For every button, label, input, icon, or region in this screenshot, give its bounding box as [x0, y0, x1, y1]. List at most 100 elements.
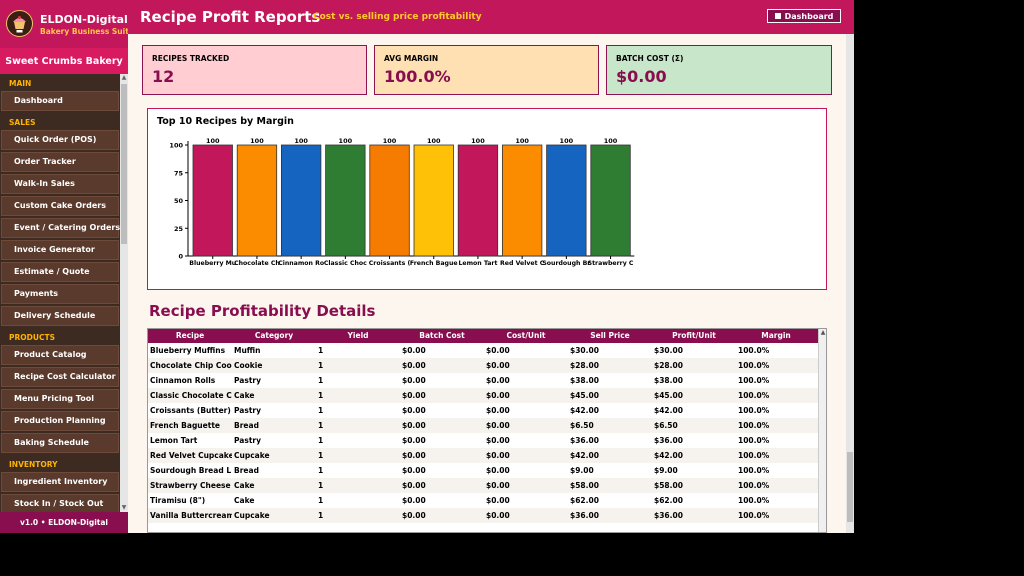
table-row[interactable]: Classic Chocolate C Cake 1 $0.00 $0.00 $45.00… [148, 388, 818, 403]
column-header[interactable]: Batch Cost [419, 331, 465, 340]
stat-card-recipes: RECIPES TRACKED 12 [142, 45, 367, 95]
table-cell: $0.00 [402, 376, 426, 385]
table-cell: $28.00 [654, 361, 683, 370]
column-header[interactable]: Sell Price [590, 331, 630, 340]
data-label: 100 [515, 137, 529, 145]
table-cell: $0.00 [486, 406, 510, 415]
y-tick-label: 25 [174, 225, 184, 233]
table-cell: $6.50 [654, 421, 678, 430]
table-row[interactable]: French Baguette Bread 1 $0.00 $0.00 $6.50 $6.5… [148, 418, 818, 433]
table-cell: $58.00 [654, 481, 683, 490]
table-cell: $45.00 [570, 391, 599, 400]
table-row[interactable]: Tiramisu (8") Cake 1 $0.00 $0.00 $62.00 $62.00… [148, 493, 818, 508]
table-cell: $0.00 [402, 436, 426, 445]
column-header[interactable]: Margin [761, 331, 791, 340]
x-tick-label: Croissants ( [369, 260, 411, 267]
table-cell: $36.00 [570, 511, 599, 520]
table-cell: Red Velvet Cupcake [150, 451, 232, 460]
table-row[interactable]: Sourdough Bread L Bread 1 $0.00 $0.00 $9.00 $9… [148, 463, 818, 478]
table-cell: 100.0% [738, 346, 770, 355]
data-label: 100 [383, 137, 397, 145]
x-tick-label: Strawberry C [588, 260, 634, 267]
table-row[interactable]: Chocolate Chip Coo Cookie 1 $0.00 $0.00 $28.0… [148, 358, 818, 373]
table-cell: 100.0% [738, 511, 770, 520]
sidebar-item-walk-in-sales[interactable]: Walk-In Sales [1, 174, 119, 194]
column-header[interactable]: Cost/Unit [506, 331, 546, 340]
scrollbar-thumb[interactable] [121, 84, 127, 244]
sidebar-item-payments[interactable]: Payments [1, 284, 119, 304]
sidebar-item-product-catalog[interactable]: Product Catalog [1, 345, 119, 365]
table-scrollbar[interactable]: ▲ [818, 329, 826, 532]
table-cell: Muffin [234, 346, 261, 355]
x-tick-label: French Bague [410, 260, 458, 267]
table-cell: $0.00 [402, 496, 426, 505]
main-scrollbar[interactable] [846, 34, 854, 533]
table-cell: French Baguette [150, 421, 220, 430]
sidebar-item-order-tracker[interactable]: Order Tracker [1, 152, 119, 172]
sidebar-item-menu-pricing-tool[interactable]: Menu Pricing Tool [1, 389, 119, 409]
x-tick-label: Sourdough Br [542, 260, 591, 267]
table-cell: $0.00 [402, 361, 426, 370]
column-header[interactable]: Yield [347, 331, 369, 340]
scroll-down-icon[interactable]: ▼ [121, 504, 127, 511]
x-tick-label: Red Velvet C [500, 260, 545, 267]
sidebar-scrollbar[interactable]: ▲ ▼ [120, 74, 128, 512]
y-tick-label: 75 [174, 169, 184, 177]
table-row[interactable]: Cinnamon Rolls Pastry 1 $0.00 $0.00 $38.00 $38… [148, 373, 818, 388]
stat-value: 100.0% [384, 67, 451, 86]
dashboard-button[interactable]: Dashboard [767, 9, 841, 23]
table-cell: 1 [318, 406, 324, 415]
table-cell: $0.00 [402, 511, 426, 520]
sidebar-item-delivery-schedule[interactable]: Delivery Schedule [1, 306, 119, 326]
table-cell: $42.00 [654, 451, 683, 460]
table-cell: $0.00 [486, 391, 510, 400]
sidebar-item-baking-schedule[interactable]: Baking Schedule [1, 433, 119, 453]
scrollbar-thumb[interactable] [847, 452, 853, 522]
sidebar-item-estimate-quote[interactable]: Estimate / Quote [1, 262, 119, 282]
scroll-up-icon[interactable]: ▲ [121, 74, 127, 81]
table-cell: $0.00 [486, 361, 510, 370]
table-row[interactable]: Lemon Tart Pastry 1 $0.00 $0.00 $36.00 $36.00 1… [148, 433, 818, 448]
x-tick-label: Cinnamon Ro [278, 260, 324, 267]
table-row[interactable]: Vanilla Buttercream Cupcake 1 $0.00 $0.00 $36… [148, 508, 818, 523]
column-header[interactable]: Recipe [175, 331, 205, 340]
home-icon [774, 13, 781, 19]
brand-name: ELDON-Digital [40, 13, 128, 26]
table-cell: $0.00 [486, 421, 510, 430]
sidebar-item-dashboard[interactable]: Dashboard [1, 91, 119, 111]
table-cell: $30.00 [570, 346, 599, 355]
bar-3 [325, 144, 366, 257]
sidebar-item-event-catering-orders[interactable]: Event / Catering Orders [1, 218, 120, 238]
sidebar-item-custom-cake-orders[interactable]: Custom Cake Orders [1, 196, 119, 216]
sidebar-item-ingredient-inventory[interactable]: Ingredient Inventory [1, 472, 119, 492]
sidebar-item-production-planning[interactable]: Production Planning [1, 411, 119, 431]
table-cell: Chocolate Chip Coo [150, 361, 232, 370]
y-tick-label: 100 [169, 142, 183, 150]
scroll-up-icon[interactable]: ▲ [820, 329, 826, 336]
stat-label: AVG MARGIN [384, 54, 439, 63]
table-cell: Bread [234, 421, 259, 430]
table-section-title: Recipe Profitability Details [149, 302, 376, 320]
table-cell: $0.00 [486, 451, 510, 460]
table-cell: 100.0% [738, 481, 770, 490]
table-cell: $38.00 [654, 376, 683, 385]
column-header[interactable]: Profit/Unit [672, 331, 716, 340]
table-row[interactable]: Red Velvet Cupcake Cupcake 1 $0.00 $0.00 $42.… [148, 448, 818, 463]
x-tick-label: Chocolate Ch [234, 260, 280, 267]
sidebar-item-quick-order-pos[interactable]: Quick Order (POS) [1, 130, 119, 150]
nav-section-products: PRODUCTS [9, 333, 55, 342]
x-tick-label: Blueberry Mu [189, 260, 236, 267]
sidebar-item-recipe-cost-calculator[interactable]: Recipe Cost Calculator [1, 367, 119, 387]
table-row[interactable]: Blueberry Muffins Muffin 1 $0.00 $0.00 $30.00… [148, 343, 818, 358]
data-label: 100 [339, 137, 353, 145]
table-cell: $36.00 [654, 436, 683, 445]
table-cell: 1 [318, 421, 324, 430]
table-row[interactable]: Strawberry Cheese Cake 1 $0.00 $0.00 $58.00 $5… [148, 478, 818, 493]
bakery-name: Sweet Crumbs Bakery [0, 48, 128, 74]
table-row[interactable]: Croissants (Butter) Pastry 1 $0.00 $0.00 $42.… [148, 403, 818, 418]
table-cell: Lemon Tart [150, 436, 198, 445]
sidebar-item-stock-in-stock-out[interactable]: Stock In / Stock Out [1, 494, 119, 512]
column-header[interactable]: Category [254, 331, 294, 340]
sidebar-item-invoice-generator[interactable]: Invoice Generator [1, 240, 119, 260]
table-cell: $62.00 [570, 496, 599, 505]
